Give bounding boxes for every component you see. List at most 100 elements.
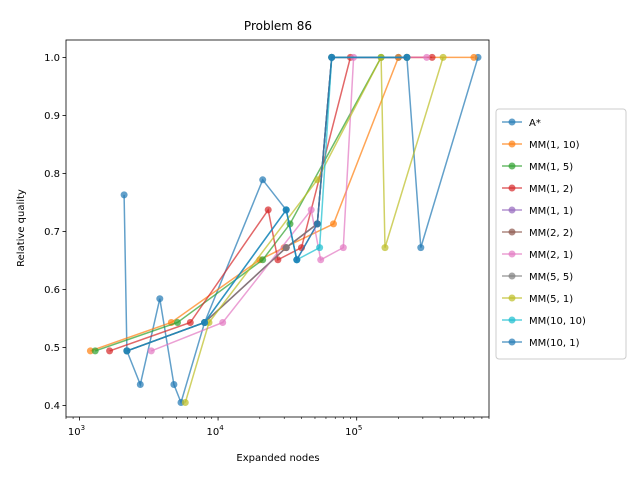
- data-point: [174, 319, 181, 326]
- data-point: [181, 399, 189, 406]
- data-point: [264, 206, 272, 214]
- data-point: [403, 53, 411, 61]
- data-point: [313, 176, 321, 184]
- legend-item: MM(5, 5): [502, 272, 573, 283]
- legend-marker: [508, 140, 516, 148]
- data-point: [259, 256, 267, 264]
- series-line: [126, 56, 407, 352]
- legend-label: MM(1, 10): [529, 140, 580, 151]
- data-point: [282, 206, 290, 214]
- legend-item: MM(1, 2): [502, 184, 573, 195]
- data-point: [147, 347, 155, 355]
- legend-item: MM(10, 10): [502, 316, 586, 327]
- data-point: [417, 244, 425, 252]
- y-tick-label: 0.7: [44, 227, 60, 238]
- legend-label: MM(1, 2): [529, 184, 573, 195]
- legend-item: MM(5, 1): [502, 294, 573, 305]
- legend-marker: [508, 118, 516, 126]
- series-7: [123, 53, 411, 355]
- data-point: [282, 244, 290, 252]
- data-point: [170, 381, 178, 388]
- legend-label: MM(5, 1): [529, 294, 573, 305]
- data-point: [330, 220, 337, 228]
- series-line: [126, 56, 407, 352]
- legend-item: MM(2, 1): [502, 250, 573, 261]
- data-point: [274, 256, 282, 264]
- legend-item: A*: [502, 118, 541, 129]
- plot-area: [86, 53, 482, 406]
- data-point: [293, 256, 301, 264]
- data-point: [381, 244, 389, 252]
- legend-item: MM(10, 1): [502, 338, 580, 349]
- series-line: [123, 56, 479, 405]
- x-axis-title: Expanded nodes: [236, 453, 319, 464]
- series-line: [126, 56, 407, 352]
- legend-marker: [508, 272, 516, 280]
- legend-marker: [508, 184, 516, 192]
- legend-marker: [508, 316, 516, 324]
- legend-label: MM(1, 5): [529, 162, 573, 173]
- data-point: [317, 256, 325, 264]
- data-point: [186, 319, 194, 326]
- data-point: [470, 53, 478, 61]
- legend-marker: [508, 294, 516, 302]
- legend-item: MM(1, 5): [502, 162, 573, 173]
- legend-label: MM(5, 5): [529, 272, 573, 283]
- y-tick-label: 0.6: [44, 285, 60, 296]
- legend-item: MM(2, 2): [502, 228, 573, 239]
- data-point: [307, 206, 315, 214]
- legend-marker: [508, 338, 516, 346]
- y-tick-label: 0.5: [44, 343, 60, 354]
- data-point: [106, 347, 114, 355]
- y-tick-label: 0.9: [44, 111, 60, 122]
- legend-label: MM(10, 1): [529, 338, 580, 349]
- series-9: [123, 53, 411, 355]
- legend-marker: [508, 162, 516, 170]
- data-point: [428, 53, 436, 61]
- series-4: [123, 53, 411, 355]
- series-8: [181, 53, 447, 406]
- series-line: [126, 56, 407, 352]
- legend-marker: [508, 206, 516, 214]
- series-3: [106, 53, 436, 355]
- legend-marker: [508, 228, 516, 236]
- series-line: [184, 57, 444, 403]
- series-2: [91, 53, 411, 355]
- axis-ticks: 0.4 0.5 0.6 0.7 0.8 0.9 1.0 103 104 105: [44, 53, 490, 438]
- data-point: [201, 319, 209, 326]
- series-5: [123, 53, 411, 355]
- legend-item: MM(1, 10): [502, 140, 580, 151]
- legend: A* MM(1, 10) MM(1, 5) MM(1, 2) MM(1, 1) MM(2,…: [495, 108, 627, 360]
- y-tick-label: 0.4: [44, 401, 60, 412]
- x-tick-label: 103: [68, 424, 85, 438]
- data-point: [219, 319, 227, 326]
- legend-box: [495, 108, 627, 360]
- series-line: [126, 56, 407, 352]
- legend-label: MM(2, 2): [529, 228, 573, 239]
- data-point: [328, 53, 336, 61]
- y-tick-label: 1.0: [44, 53, 60, 64]
- legend-marker: [508, 250, 516, 258]
- chart-title: Problem 86: [244, 19, 312, 33]
- series-line: [94, 56, 407, 352]
- x-tick-label: 105: [345, 424, 362, 438]
- data-point: [439, 53, 447, 61]
- data-point: [316, 244, 324, 252]
- y-axis-title: Relative quality: [16, 189, 27, 267]
- legend-label: MM(1, 1): [529, 206, 573, 217]
- legend-label: A*: [529, 118, 541, 129]
- legend-item: MM(1, 1): [502, 206, 573, 217]
- legend-label: MM(10, 10): [529, 316, 586, 327]
- legend-label: MM(2, 1): [529, 250, 573, 261]
- data-point: [339, 244, 347, 252]
- plot-frame: [65, 39, 490, 418]
- data-point: [136, 381, 144, 388]
- data-point: [123, 347, 131, 355]
- data-point: [156, 295, 164, 303]
- data-point: [120, 191, 128, 199]
- x-tick-label: 104: [206, 424, 224, 438]
- data-point: [259, 176, 267, 184]
- data-point: [91, 347, 99, 355]
- series-10: [123, 53, 411, 355]
